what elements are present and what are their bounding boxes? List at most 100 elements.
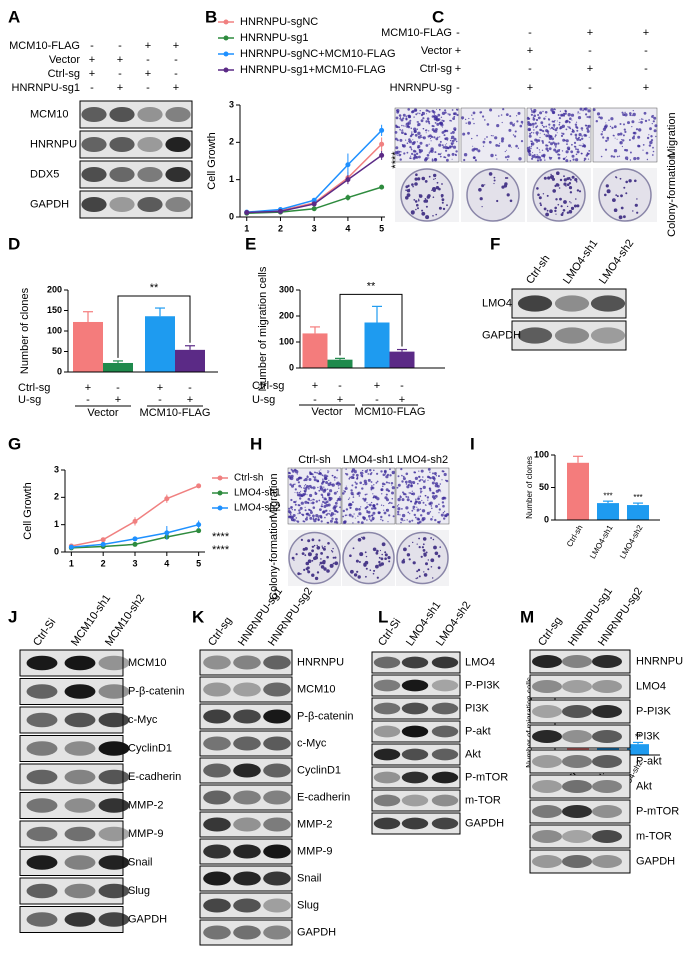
cell	[581, 135, 583, 137]
legend-marker	[223, 35, 229, 41]
band	[562, 705, 592, 718]
cell	[430, 149, 434, 153]
cell	[431, 159, 434, 162]
protein-label: HNRNPU	[30, 138, 77, 150]
lane-label: LMO4-sh2	[597, 237, 636, 286]
cell	[354, 481, 357, 484]
colony	[319, 564, 321, 566]
y-tick-label: 100	[279, 336, 294, 346]
point	[311, 201, 317, 207]
cell	[380, 518, 382, 521]
cell	[537, 114, 540, 116]
legend-label: LMO4-sh1	[234, 488, 281, 499]
colony	[569, 191, 573, 194]
band	[98, 883, 130, 899]
cell	[367, 504, 369, 505]
protein-label: MMP-2	[297, 818, 332, 830]
y-tick-label: 3	[229, 99, 234, 109]
band	[233, 763, 261, 778]
cell	[551, 137, 555, 141]
colony	[620, 194, 623, 198]
cell	[333, 476, 337, 479]
cell	[439, 155, 442, 158]
condition-label: MCM10-FLAG	[9, 40, 80, 52]
cell	[557, 149, 560, 153]
cell	[542, 110, 544, 113]
protein-label: P-PI3K	[465, 679, 501, 691]
point	[311, 197, 317, 203]
band	[373, 725, 401, 738]
colony	[434, 551, 439, 556]
colony	[634, 179, 637, 183]
sign: +	[157, 382, 163, 394]
cell	[439, 136, 441, 138]
colony	[357, 538, 362, 542]
cell	[370, 501, 373, 504]
colony	[417, 177, 421, 181]
sign: +	[187, 394, 193, 406]
colony	[405, 189, 407, 191]
cell	[582, 109, 584, 112]
cell	[434, 158, 437, 161]
cell	[550, 126, 554, 130]
cell	[416, 517, 420, 521]
cell	[399, 158, 402, 161]
protein-label: E-cadherin	[128, 771, 181, 783]
cell	[501, 139, 504, 143]
cell	[585, 113, 588, 116]
cell	[549, 128, 551, 130]
sign: -	[188, 382, 192, 394]
cell	[418, 155, 421, 159]
cell	[412, 492, 416, 496]
colony	[421, 211, 426, 216]
cell	[309, 511, 313, 514]
cell	[445, 137, 449, 141]
band	[373, 771, 401, 784]
colony	[555, 213, 557, 215]
cell	[413, 116, 415, 118]
cell	[364, 470, 368, 473]
cell	[655, 135, 657, 138]
cell	[442, 511, 445, 514]
cell	[383, 511, 387, 515]
cell	[380, 470, 383, 473]
cell	[444, 109, 447, 112]
cell	[342, 515, 345, 518]
cell	[575, 153, 578, 156]
cell	[291, 469, 295, 473]
condition-label: Ctrl-sg	[420, 63, 452, 75]
cell	[290, 506, 293, 509]
colony	[432, 538, 435, 541]
band	[517, 295, 553, 312]
significance: **	[367, 280, 376, 292]
colony	[324, 545, 326, 548]
cell	[425, 120, 428, 123]
cell	[474, 159, 477, 162]
cell	[292, 519, 294, 522]
colony	[327, 542, 330, 545]
cell	[456, 113, 459, 117]
colony	[381, 542, 386, 547]
protein-label: Slug	[297, 899, 319, 911]
cell	[432, 472, 434, 475]
cell	[368, 518, 371, 520]
band	[233, 871, 261, 886]
cell	[310, 502, 312, 504]
band	[401, 725, 429, 738]
cell	[646, 158, 649, 161]
cell	[448, 113, 451, 116]
cell	[648, 119, 650, 121]
band	[26, 684, 58, 699]
panel-label: E	[245, 234, 256, 253]
cell	[548, 118, 551, 121]
sign: +	[89, 68, 95, 80]
protein-label: MCM10	[297, 683, 336, 695]
colony	[417, 568, 421, 572]
cell	[300, 487, 302, 489]
colony	[315, 553, 319, 556]
cell	[426, 113, 427, 115]
cell	[542, 130, 545, 133]
cell	[333, 509, 337, 513]
colony	[549, 209, 553, 213]
cell	[389, 474, 392, 477]
